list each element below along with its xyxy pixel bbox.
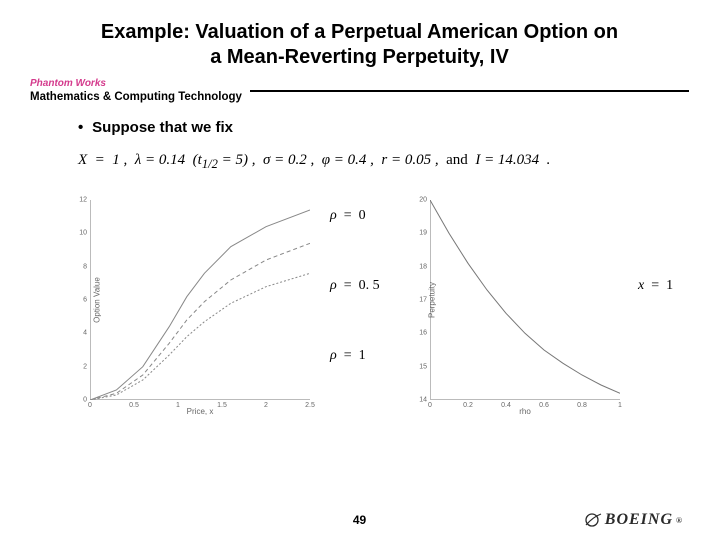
tick-x: 2.5 [305,400,315,409]
equation-row: X = 1 , λ = 0.14 (t1/2 = 5) , σ = 0.2 , … [0,136,719,172]
tick-x: 0.2 [463,400,473,409]
right-chart-svg [430,200,620,400]
phantom-works-label: Phantom Works [30,78,242,89]
subheader: Phantom Works Mathematics & Computing Te… [0,74,719,103]
title-line-2: a Mean-Reverting Perpetuity, IV [30,45,689,70]
tick-x: 0 [428,400,432,409]
bullet-text: Suppose that we fix [92,119,233,136]
tick-x: 1 [176,400,180,409]
charts-area: Option Value Price, x 02468101200.511.52… [0,190,719,450]
left-chart-svg [90,200,310,400]
divider-line [250,90,689,92]
tick-y: 10 [79,230,90,237]
page-number: 49 [353,513,366,527]
annotation-rho-1: ρ = 1 [330,348,366,364]
tick-y: 4 [83,330,90,337]
right-xlabel: rho [519,407,531,416]
bullet-dot: • [78,119,88,136]
equation-text: X = 1 , λ = 0.14 (t1/2 = 5) , σ = 0.2 , … [78,152,550,168]
bullet-row: • Suppose that we fix [0,103,719,136]
left-chart: Option Value Price, x 02468101200.511.52… [90,200,310,400]
tick-y: 8 [83,263,90,270]
boeing-logo-tm: ® [676,516,683,525]
title-line-1: Example: Valuation of a Perpetual Americ… [30,20,689,45]
slide-title: Example: Valuation of a Perpetual Americ… [0,0,719,74]
right-chart: Perpetuity rho 1415161718192000.20.40.60… [430,200,620,400]
boeing-logo: BOEING ® [584,511,683,529]
tick-y: 20 [419,197,430,204]
tick-x: 0.5 [129,400,139,409]
tick-x: 1 [618,400,622,409]
tick-x: 2 [264,400,268,409]
left-ylabel: Option Value [92,277,101,323]
left-xlabel: Price, x [187,407,214,416]
annotation-x-1: x = 1 [638,278,673,294]
annotation-rho-05: ρ = 0. 5 [330,278,380,294]
boeing-logo-text: BOEING [605,511,673,529]
tick-y: 15 [419,363,430,370]
tick-y: 2 [83,363,90,370]
tick-x: 1.5 [217,400,227,409]
tick-y: 19 [419,230,430,237]
tick-y: 6 [83,297,90,304]
tick-y: 16 [419,330,430,337]
annotation-rho-0: ρ = 0 [330,208,366,224]
tick-y: 17 [419,297,430,304]
tick-y: 18 [419,263,430,270]
tick-x: 0.8 [577,400,587,409]
boeing-logo-icon [584,511,602,529]
department-label: Mathematics & Computing Technology [30,91,242,103]
tick-y: 12 [79,197,90,204]
tick-x: 0 [88,400,92,409]
tick-x: 0.6 [539,400,549,409]
tick-x: 0.4 [501,400,511,409]
